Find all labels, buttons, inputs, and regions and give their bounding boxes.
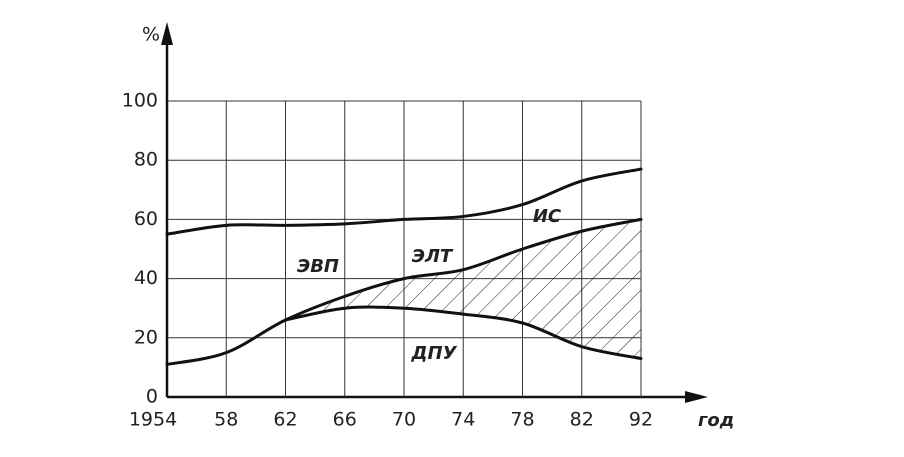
x-axis-label: год [698,410,734,431]
hatched-band [285,219,641,359]
y-tick-label: 40 [134,267,158,289]
x-tick-label: 82 [570,409,594,431]
x-tick-label: 92 [629,409,653,431]
y-tick-label: 80 [134,149,158,171]
line [284,305,643,361]
x-tick-label: 58 [214,409,238,431]
annotation: ИС [533,206,562,227]
x-tick-label: 74 [451,409,475,431]
x-tick-label: 78 [510,409,534,431]
x-tick-label: 70 [392,409,416,431]
y-tick-label: 100 [122,90,158,112]
y-tick-label: 0 [146,386,158,408]
x-axis-arrow [685,391,708,403]
y-axis-label: % [142,24,160,46]
x-tick-label: 1954 [129,409,177,431]
y-tick-label: 20 [134,326,158,348]
x-tick-label: 66 [333,409,357,431]
line [165,217,643,366]
y-axis-arrow [161,22,173,45]
annotation: ДПУ [411,343,458,364]
annotation: ЭВП [297,256,339,277]
y-tick-label: 60 [134,208,158,230]
annotation: ЭЛТ [412,246,454,267]
line [165,167,643,236]
x-tick-label: 62 [273,409,297,431]
